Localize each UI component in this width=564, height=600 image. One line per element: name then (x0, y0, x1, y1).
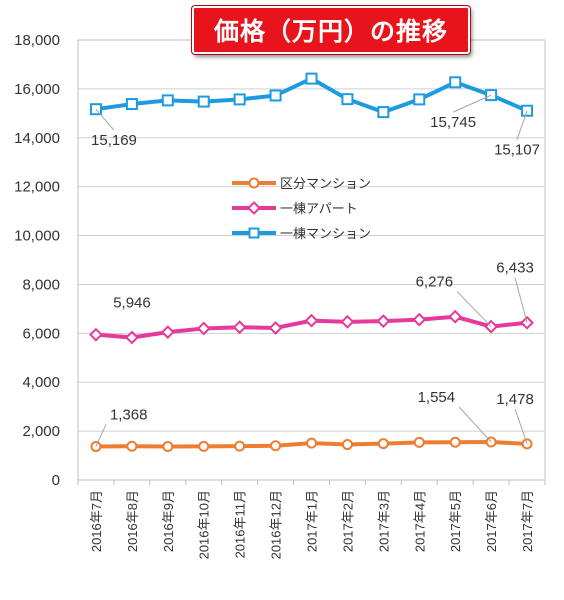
data-label-leader (95, 424, 107, 447)
data-point (197, 95, 210, 108)
plot-area-border (77, 39, 546, 481)
legend-swatch-diamond-icon (232, 200, 276, 215)
data-label: 1,368 (110, 407, 148, 424)
data-point (89, 327, 103, 342)
legend-label: 一棟マンション (280, 227, 372, 242)
x-tick-label: 2016年7月 (89, 490, 104, 552)
data-point (234, 440, 246, 452)
legend-swatch-square-icon (232, 227, 276, 238)
data-label-leader (514, 408, 528, 445)
data-point (161, 94, 174, 107)
data-label-leader (514, 277, 528, 323)
axes: 0 2,000 4,000 6,000 8,000 10,000 12,000 14,000 1… (14, 32, 546, 559)
y-tick-label: 14,000 (14, 130, 60, 147)
data-label-leader (452, 94, 492, 113)
chart-title: 価格（万円）の推移 (192, 6, 470, 54)
data-point (126, 440, 138, 452)
data-label-leader (456, 291, 492, 327)
data-point (341, 93, 354, 106)
x-tick-label: 2017年4月 (412, 490, 427, 552)
y-tick-label: 0 (52, 472, 60, 489)
data-label: 6,276 (416, 274, 454, 291)
data-point (160, 325, 175, 340)
grid (77, 39, 546, 481)
data-point (125, 98, 138, 111)
data-point (124, 330, 139, 345)
data-label: 5,946 (113, 295, 151, 312)
data-point (448, 309, 463, 324)
data-point (270, 440, 282, 452)
data-labels: 1,368 1,554 1,478 5,946 6,276 6,433 15,169 15,7… (91, 94, 540, 447)
x-tick-label: 2017年2月 (340, 490, 355, 552)
legend-label: 一棟アパート (280, 202, 358, 217)
data-label-leader (458, 406, 492, 443)
legend-item-kubun: 区分マンション (232, 170, 432, 195)
y-tick-label: 12,000 (14, 179, 60, 196)
data-point (269, 89, 282, 102)
data-label: 15,745 (430, 114, 476, 131)
data-point (449, 436, 461, 448)
data-point (340, 314, 355, 329)
x-tick-label: 2016年12月 (269, 490, 284, 559)
x-tick-label: 2017年7月 (520, 490, 535, 552)
data-point (306, 437, 317, 449)
data-point (377, 106, 390, 119)
data-point (376, 314, 391, 329)
legend-label: 区分マンション (280, 177, 372, 192)
x-tick-label: 2016年10月 (197, 490, 212, 559)
y-tick-label: 18,000 (14, 32, 60, 49)
data-point (196, 321, 211, 336)
data-point (305, 72, 318, 85)
x-tick-label: 2016年11月 (233, 490, 248, 558)
data-label: 15,169 (91, 132, 137, 149)
data-label: 1,554 (418, 389, 456, 406)
data-point (449, 76, 462, 89)
data-label: 15,107 (494, 142, 540, 159)
data-point (304, 313, 319, 328)
y-tick-label: 4,000 (22, 374, 60, 391)
data-point (413, 436, 425, 448)
data-label: 1,478 (496, 391, 534, 408)
series (89, 72, 534, 453)
y-tick-label: 8,000 (22, 276, 60, 293)
data-label-leader (516, 110, 528, 140)
data-point (233, 93, 246, 106)
data-point (232, 320, 247, 335)
x-tick-label: 2017年1月 (305, 490, 320, 552)
data-point (377, 438, 389, 450)
data-point (268, 321, 283, 335)
data-point (341, 439, 353, 451)
data-point (198, 440, 210, 452)
x-tick-label: 2017年3月 (376, 490, 391, 552)
x-tick-label: 2016年9月 (161, 490, 176, 552)
y-tick-label: 16,000 (14, 81, 60, 98)
legend-item-mansion: 一棟マンション (232, 220, 432, 245)
data-label: 6,433 (496, 260, 534, 277)
y-tick-label: 10,000 (14, 228, 60, 245)
x-tick-label: 2017年6月 (484, 490, 499, 552)
legend-item-apartment: 一棟アパート (232, 195, 432, 220)
legend-swatch-circle-icon (232, 177, 276, 188)
x-tick-label: 2016年8月 (125, 490, 140, 552)
y-tick-label: 6,000 (22, 325, 60, 342)
legend: 区分マンション 一棟アパート 一棟マンション (232, 170, 432, 245)
data-point (413, 93, 426, 106)
x-tick-label: 2017年5月 (448, 490, 463, 552)
data-point (162, 441, 174, 453)
data-label-leader (95, 108, 115, 131)
y-tick-label: 2,000 (22, 423, 60, 440)
data-point (412, 312, 427, 327)
